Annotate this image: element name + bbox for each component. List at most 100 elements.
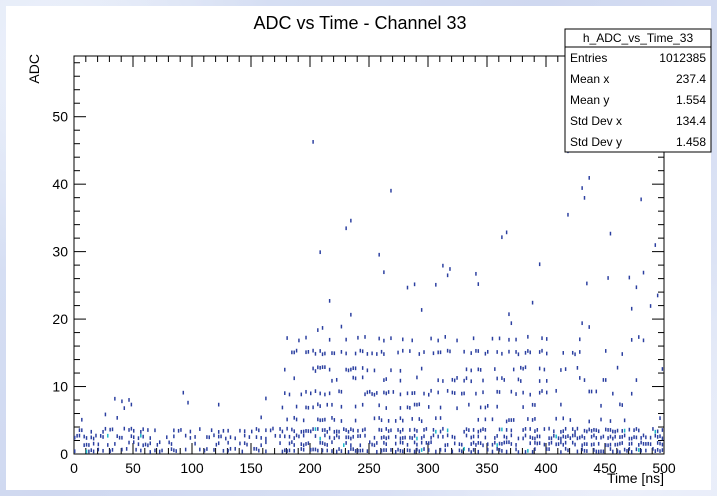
histogram-bin [550, 440, 553, 445]
histogram-bin [350, 312, 352, 317]
histogram-bin [510, 418, 513, 422]
histogram-bin [74, 449, 76, 454]
histogram-bin [609, 434, 612, 439]
histogram-bin [111, 427, 114, 432]
histogram-bin [321, 448, 324, 453]
stats-box-row-label: Std Dev y [570, 135, 622, 149]
histogram-bin [555, 442, 557, 447]
histogram-bin [284, 391, 286, 395]
histogram-bin [451, 434, 454, 439]
histogram-bin [326, 448, 328, 453]
histogram-bin [361, 375, 364, 380]
histogram-bin [659, 449, 661, 453]
histogram-bin [83, 434, 85, 439]
histogram-bin [505, 449, 508, 454]
histogram-bin [456, 376, 458, 380]
histogram-bin [597, 441, 600, 446]
histogram-bin [147, 443, 149, 448]
histogram-bin [184, 433, 187, 438]
histogram-bin [324, 417, 326, 422]
histogram-bin [590, 442, 593, 447]
histogram-bin [484, 417, 487, 422]
histogram-bin [293, 415, 295, 420]
histogram-bin [659, 434, 661, 439]
histogram-bin [501, 441, 503, 446]
histogram-bin [456, 406, 458, 411]
histogram-bin [265, 396, 267, 401]
histogram-bin [335, 433, 338, 438]
histogram-bin [633, 435, 635, 439]
histogram-bin [390, 368, 392, 373]
histogram-bin [302, 418, 305, 423]
histogram-bin [428, 448, 430, 452]
histogram-bin [567, 212, 569, 217]
histogram-bin [548, 441, 550, 446]
histogram-bin [642, 433, 645, 438]
histogram-bin [128, 398, 130, 402]
histogram-bin [640, 440, 642, 445]
histogram-bin [508, 440, 510, 445]
histogram-bin [265, 436, 267, 441]
histogram-bin [307, 441, 310, 446]
histogram-bin [418, 449, 421, 454]
histogram-bin [534, 447, 536, 451]
histogram-bin [366, 368, 369, 373]
histogram-bin [293, 376, 295, 381]
histogram-bin [288, 448, 291, 453]
histogram-bin [390, 188, 392, 193]
histogram-bin [390, 448, 392, 452]
histogram-bin [534, 417, 536, 421]
histogram-bin [293, 443, 295, 447]
histogram-bin [321, 441, 324, 445]
histogram-bin [602, 449, 605, 454]
histogram-bin [635, 285, 638, 290]
histogram-bin [225, 436, 227, 441]
histogram-bin [571, 433, 574, 438]
histogram-bin [288, 392, 291, 397]
histogram-bin [107, 433, 109, 438]
histogram-bin [517, 436, 520, 441]
histogram-bin [265, 449, 267, 454]
histogram-bin [373, 443, 376, 448]
histogram-bin [472, 440, 475, 445]
histogram-bin [491, 417, 494, 422]
histogram-bin [378, 252, 380, 257]
histogram-bin [538, 262, 541, 267]
histogram-bin [546, 447, 548, 451]
histogram-bin [340, 419, 343, 423]
histogram-bin [586, 449, 588, 453]
x-tick-label: 450 [593, 460, 617, 476]
histogram-bin [291, 427, 293, 432]
histogram-bin [324, 442, 326, 447]
histogram-bin [609, 419, 612, 423]
histogram-bin [609, 231, 612, 236]
histogram-bin [522, 428, 524, 432]
histogram-bin [619, 435, 621, 439]
histogram-bin [281, 429, 284, 434]
histogram-bin [420, 436, 423, 440]
histogram-bin [331, 449, 333, 453]
histogram-bin [645, 435, 647, 440]
histogram-bin [319, 365, 321, 370]
histogram-bin [496, 404, 498, 409]
histogram-bin [411, 391, 413, 396]
histogram-bin [461, 442, 463, 447]
histogram-bin [479, 368, 482, 372]
histogram-bin [590, 434, 593, 439]
histogram-bin [312, 366, 314, 371]
histogram-bin [560, 368, 562, 372]
histogram-bin [305, 429, 307, 433]
histogram-bin [319, 404, 321, 408]
histogram-bin [128, 428, 130, 432]
histogram-bin [302, 429, 305, 434]
histogram-bin [444, 448, 446, 453]
histogram-bin [616, 442, 619, 447]
histogram-bin [402, 449, 404, 454]
histogram-bin [630, 391, 633, 396]
histogram-bin [255, 435, 258, 439]
histogram-bin [602, 434, 605, 439]
histogram-bin [505, 428, 508, 432]
histogram-bin [364, 433, 366, 438]
histogram-bin [128, 440, 130, 445]
histogram-bin [614, 434, 616, 439]
